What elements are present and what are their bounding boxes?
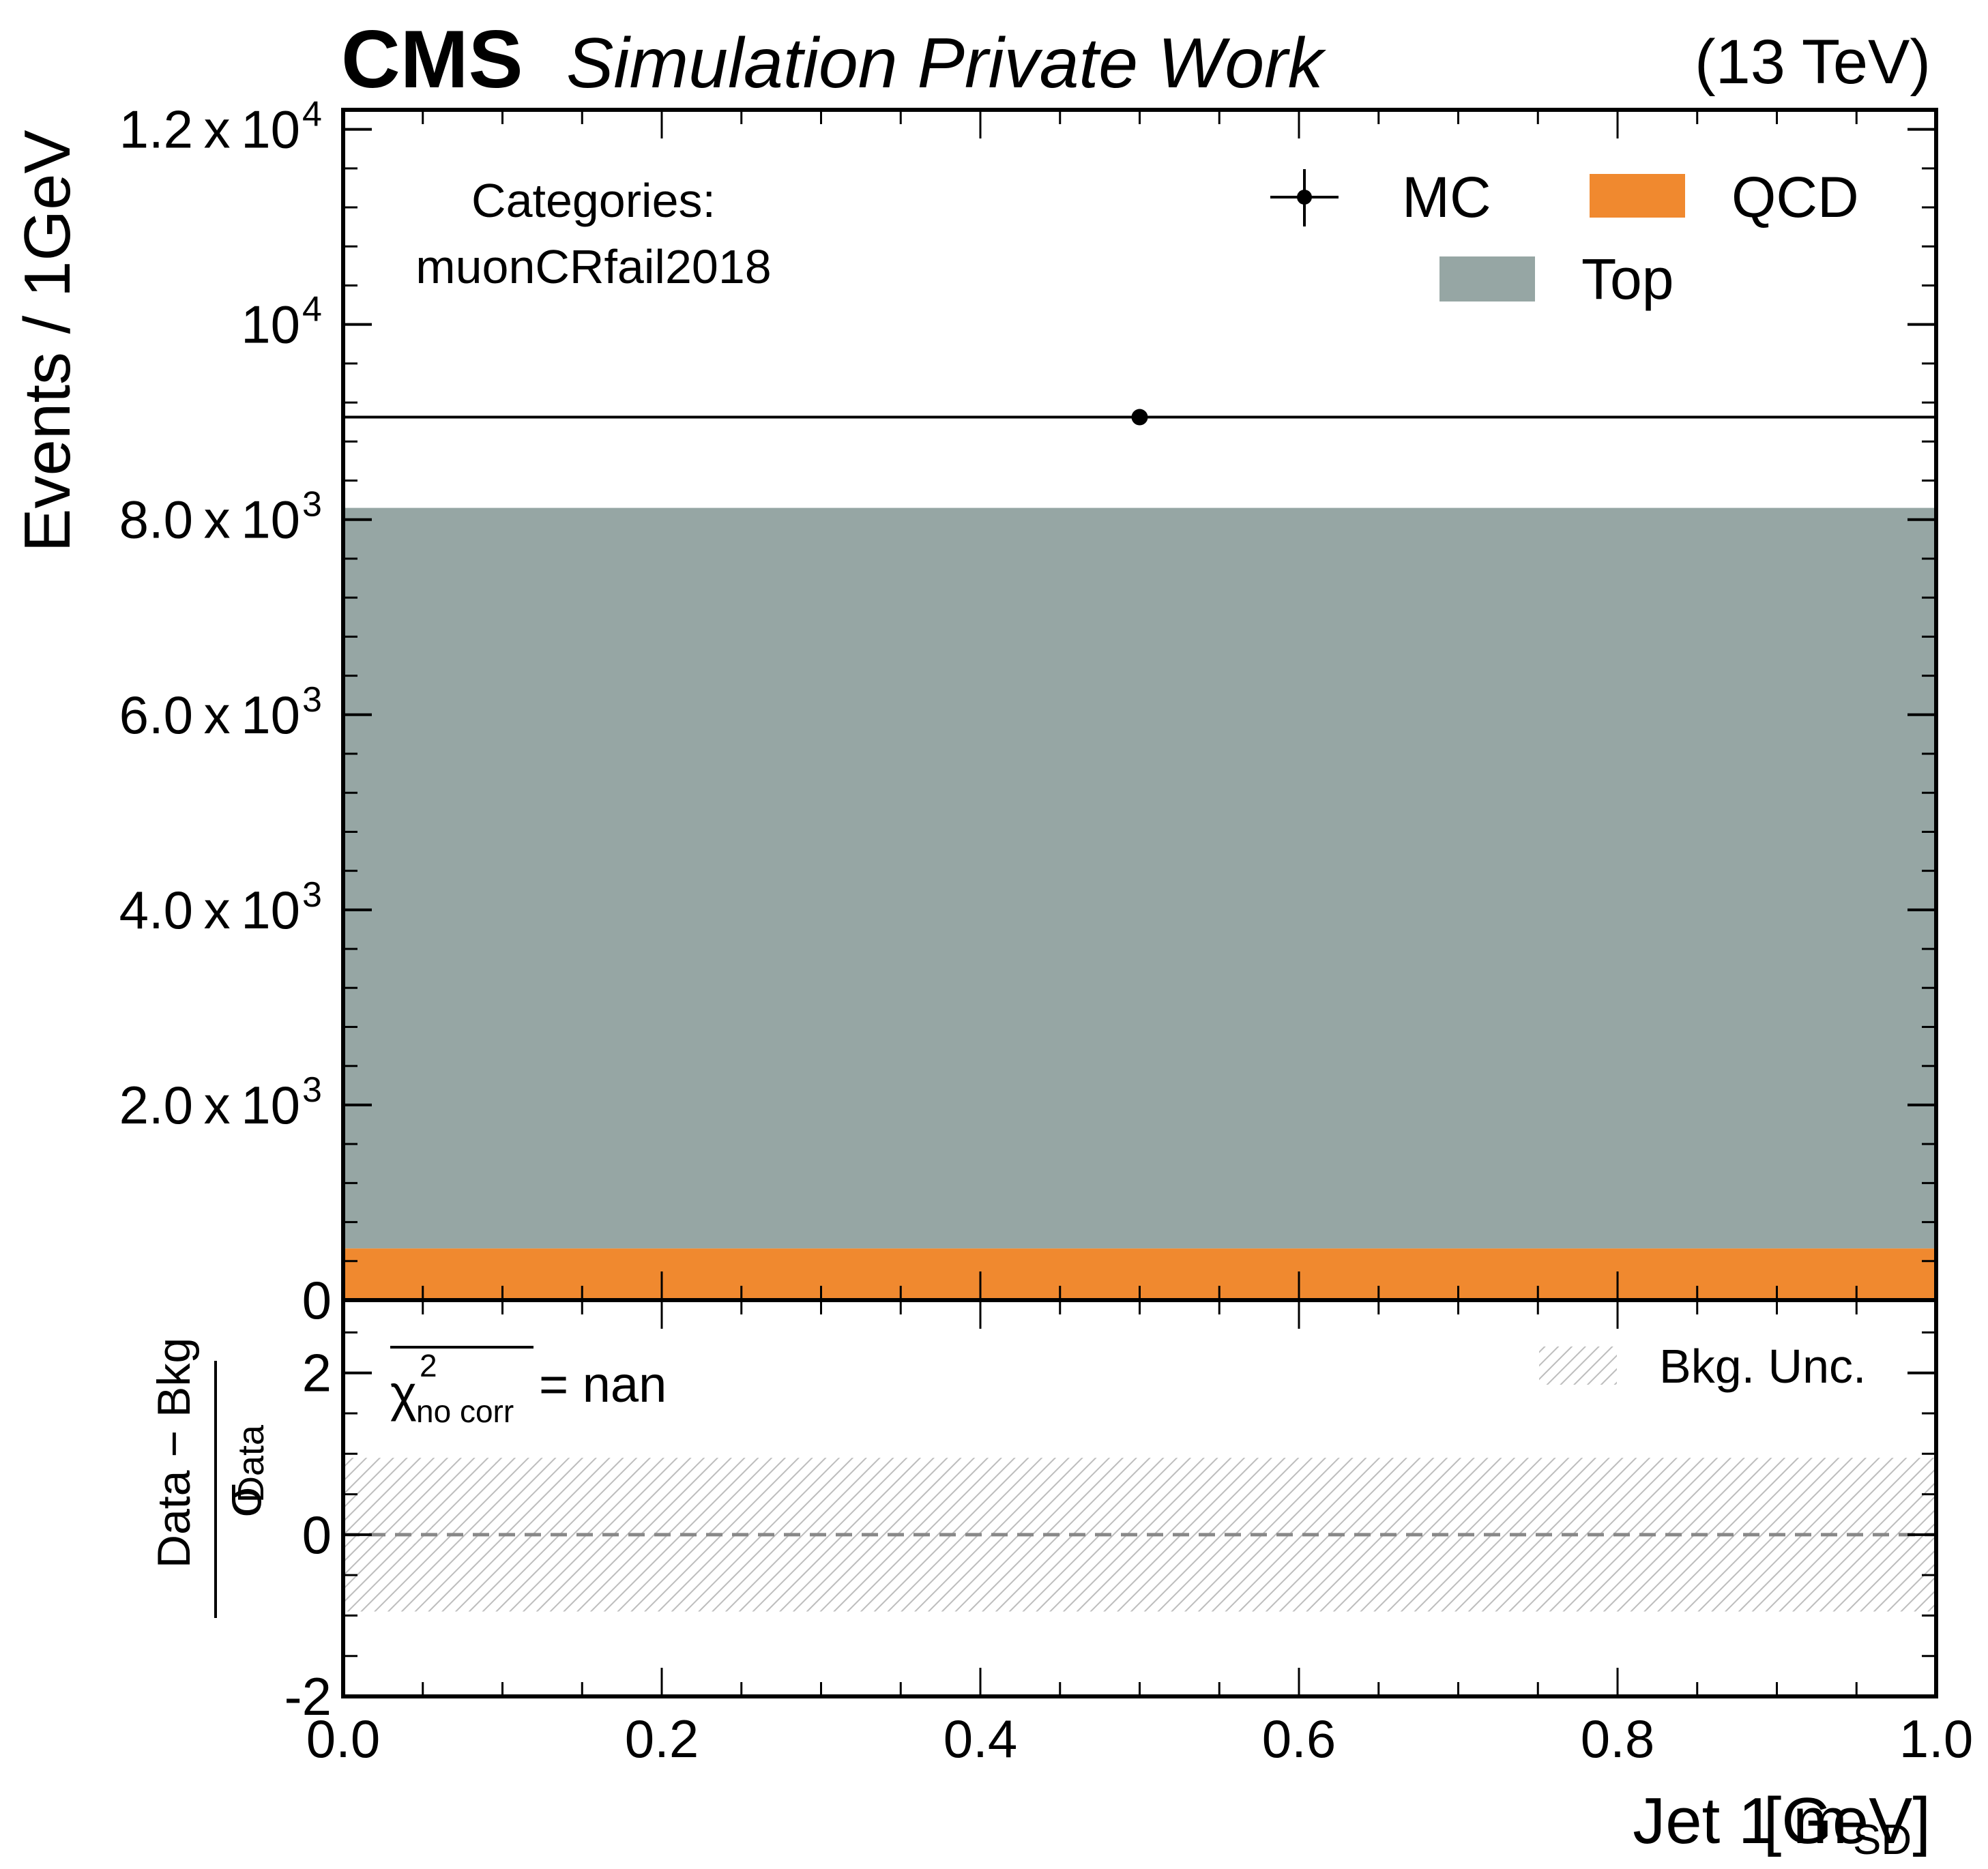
x-axis-label-unit: [GeV] xyxy=(1764,1784,1931,1857)
main-y-tick-label-exp: 3 xyxy=(302,875,322,915)
svg-text:no corr: no corr xyxy=(416,1394,514,1429)
pull-y-tick-label: -2 xyxy=(284,1666,332,1726)
x-tick-label: 0.2 xyxy=(625,1709,699,1769)
pull-y-label-sigma-sub: Data xyxy=(231,1424,272,1503)
chi2-symbol: χ xyxy=(390,1365,417,1422)
main-y-tick-label: 2.0 x 10 xyxy=(119,1075,300,1135)
chi2-label: χ 2 no corr = nan xyxy=(390,1346,667,1429)
x-tick-label: 0.0 xyxy=(306,1709,380,1769)
category-title: Categories: xyxy=(471,174,716,227)
pull-frame xyxy=(341,1298,1938,1698)
main-y-tick-label: 6.0 x 10 xyxy=(119,685,300,745)
x-tick-label: 0.6 xyxy=(1262,1709,1336,1769)
main-y-axis-label: Events / 1GeV xyxy=(11,130,84,553)
main-legend: MC QCD Top xyxy=(1270,165,1859,311)
legend-mc-label: MC xyxy=(1402,165,1491,229)
main-y-tick-label: 1.2 x 10 xyxy=(119,100,300,160)
legend-qcd-swatch xyxy=(1590,174,1685,218)
main-y-tick-label: 10 xyxy=(241,295,300,355)
svg-text:σ: σ xyxy=(211,1484,272,1517)
main-y-tick-label-exp: 3 xyxy=(302,485,322,525)
legend-unc-label: Bkg. Unc. xyxy=(1659,1340,1866,1393)
svg-text:2: 2 xyxy=(420,1348,437,1383)
main-y-tick-label: 8.0 x 10 xyxy=(119,490,300,550)
legend-top-label: Top xyxy=(1581,247,1673,311)
chi2-sup: 2 xyxy=(420,1348,437,1383)
svg-text:Data: Data xyxy=(231,1424,272,1503)
main-y-tick-label: 0 xyxy=(302,1270,332,1330)
bar-top xyxy=(343,507,1936,1249)
svg-text:χ: χ xyxy=(390,1365,417,1422)
main-y-tick-label-exp: 3 xyxy=(302,680,322,720)
x-tick-label: 0.4 xyxy=(944,1709,1017,1769)
main-y-tick-label-exp: 4 xyxy=(302,290,322,329)
simulation-label: Simulation Private Work xyxy=(566,24,1327,103)
svg-text:[GeV]: [GeV] xyxy=(1764,1784,1931,1857)
svg-text:SD: SD xyxy=(1853,1816,1912,1864)
chi2-sub: no corr xyxy=(416,1394,514,1429)
legend-top-swatch xyxy=(1439,256,1535,301)
mc-point xyxy=(1131,409,1148,426)
legend-unc-swatch xyxy=(1539,1346,1617,1385)
energy-label: (13 TeV) xyxy=(1695,27,1931,97)
pull-y-tick-label: 0 xyxy=(302,1505,332,1565)
x-tick-label: 0.8 xyxy=(1581,1709,1654,1769)
legend-mc-marker xyxy=(1270,169,1339,226)
legend-qcd-label: QCD xyxy=(1731,165,1859,229)
main-y-tick-label-exp: 4 xyxy=(302,95,322,134)
pull-y-tick-label: 2 xyxy=(302,1343,332,1403)
x-axis-label-sub: SD xyxy=(1853,1816,1912,1864)
svg-text:= nan: = nan xyxy=(539,1356,667,1413)
svg-text:Jet 1 m: Jet 1 m xyxy=(1633,1784,1847,1857)
pull-y-label-numerator: Data − Bkg xyxy=(148,1338,200,1568)
category-name: muonCRfail2018 xyxy=(415,240,771,293)
pull-panel: -2 0 2 0.0 0.2 0.4 0.6 0.8 1.0 xyxy=(284,1298,1973,1769)
pull-y-axis-label: Data − Bkg σ Data xyxy=(148,1338,272,1618)
cms-label: CMS xyxy=(341,14,523,105)
x-axis-label: Jet 1 m xyxy=(1633,1784,1847,1857)
pull-y-label-sigma: σ xyxy=(211,1484,272,1517)
main-y-tick-label: 4.0 x 10 xyxy=(119,880,300,940)
pull-legend: Bkg. Unc. xyxy=(1539,1340,1866,1393)
x-tick-label: 1.0 xyxy=(1899,1709,1973,1769)
chi2-value: = nan xyxy=(539,1356,667,1413)
main-y-tick-label-exp: 3 xyxy=(302,1070,322,1110)
